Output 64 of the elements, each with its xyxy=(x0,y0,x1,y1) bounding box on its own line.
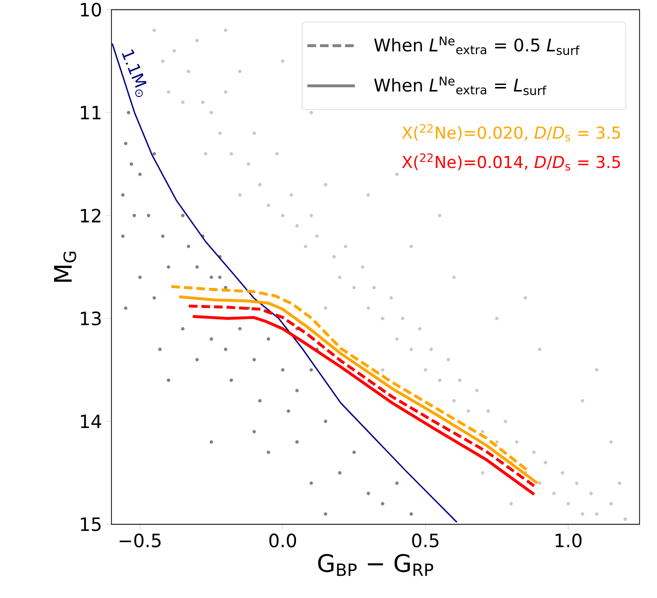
point xyxy=(266,450,270,454)
point xyxy=(395,481,399,485)
point xyxy=(121,193,125,197)
x-tick-label: −0.5 xyxy=(120,534,161,548)
text: 1.1M$_{⊙}$ xyxy=(122,49,147,98)
point xyxy=(152,296,156,300)
point xyxy=(181,214,185,218)
point xyxy=(324,420,328,424)
point xyxy=(124,306,128,310)
point xyxy=(195,265,199,269)
annotation: When L$^{Ne}$$_{extra}$ = 0.5 L$_{surf}$ xyxy=(374,36,580,56)
point xyxy=(195,358,199,362)
text: X($^{22}$Ne)=0.020, D/D$_{s}$ = 3.5 xyxy=(402,124,620,142)
point xyxy=(166,265,170,269)
point xyxy=(230,378,234,382)
x-tick-label: 0.0 xyxy=(269,534,296,548)
point xyxy=(130,162,134,166)
point xyxy=(380,502,384,506)
y-tick-label: 12 xyxy=(80,208,100,222)
point xyxy=(132,214,136,218)
y-tick-label: 14 xyxy=(80,414,102,428)
point xyxy=(210,276,214,280)
point xyxy=(280,368,284,372)
point xyxy=(324,512,328,516)
point xyxy=(252,430,256,434)
y-tick-label: 13 xyxy=(80,312,101,326)
point xyxy=(295,440,299,444)
point xyxy=(366,492,370,496)
point xyxy=(138,172,142,176)
point xyxy=(266,337,270,341)
annotation: When L$^{Ne}$$_{extra}$ = L$_{surf}$ xyxy=(374,76,546,96)
y-tick-label: 15 xyxy=(80,518,101,532)
point xyxy=(152,152,156,156)
point xyxy=(310,368,314,372)
point xyxy=(224,348,228,352)
point xyxy=(295,388,299,392)
point xyxy=(210,337,214,341)
point xyxy=(338,471,342,475)
x-tick-label: 0.5 xyxy=(412,534,438,548)
x-tick-label: 1.0 xyxy=(556,534,582,548)
point xyxy=(258,399,262,403)
point xyxy=(138,276,142,280)
point xyxy=(409,512,413,516)
point xyxy=(286,409,290,413)
point xyxy=(186,244,190,248)
y-axis-title: M$_{G}$ xyxy=(54,252,76,282)
point xyxy=(166,378,170,382)
point xyxy=(310,481,314,485)
point xyxy=(352,450,356,454)
point xyxy=(126,110,130,114)
y-tick-label: 10 xyxy=(80,2,101,17)
point xyxy=(121,234,125,238)
point xyxy=(238,327,242,331)
point xyxy=(146,214,150,218)
point xyxy=(252,358,256,362)
point xyxy=(161,234,165,238)
point xyxy=(210,440,214,444)
point xyxy=(158,348,162,352)
point xyxy=(181,327,185,331)
point xyxy=(124,142,128,146)
x-axis-title: G$_{BP}$ − G$_{RP}$ xyxy=(318,554,434,576)
text: X($^{22}$Ne)=0.014, D/D$_{s}$ = 3.5 xyxy=(402,154,620,171)
point xyxy=(218,276,222,280)
y-tick-label: 11 xyxy=(80,106,101,120)
